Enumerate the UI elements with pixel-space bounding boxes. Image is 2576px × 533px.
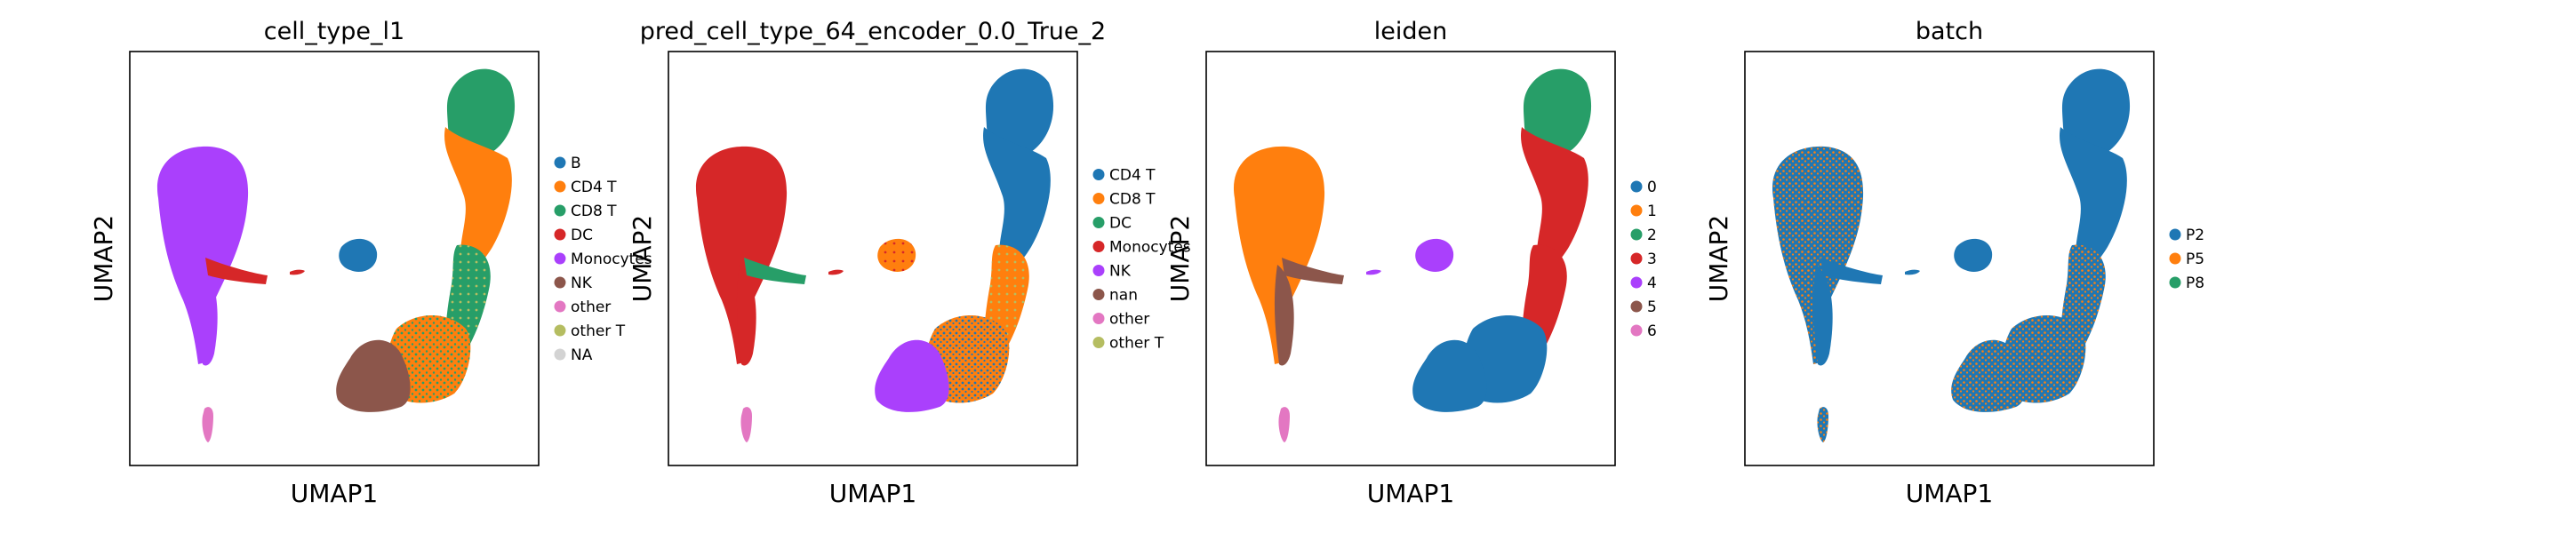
cluster-b_island-4 (1415, 238, 1454, 272)
legend-label: 2 (1647, 227, 1657, 244)
plot-frame (668, 51, 1078, 466)
legend-marker (1092, 241, 1105, 252)
panel-2: pred_cell_type_64_encoder_0.0_True_2 UMAP… (628, 18, 1191, 508)
panel-title: batch (1916, 18, 1983, 45)
legend-label: other T (571, 322, 626, 340)
x-axis-label: UMAP1 (1906, 479, 1994, 508)
y-axis-label: UMAP2 (628, 215, 657, 303)
cluster-other_island-other (202, 407, 213, 442)
legend-marker (1092, 265, 1105, 276)
legend-marker (1092, 193, 1105, 204)
legend-marker (554, 348, 566, 361)
legend-label: Monocytes (1109, 239, 1191, 257)
cluster-t_upper-cd4-t (983, 127, 1051, 268)
scatter-points (1233, 68, 1592, 442)
plot-frame (1744, 51, 2155, 466)
y-axis-label: UMAP2 (1165, 215, 1195, 303)
cluster-b_island-p2 (1954, 238, 1993, 272)
scatter-points (1772, 68, 2131, 442)
legend: CD4 T CD8 T DC Monocytes NK nan other other T (1092, 167, 1191, 353)
cluster-b_island-monocytes (877, 238, 916, 272)
legend-label: 6 (1647, 322, 1657, 340)
panel-3: leiden UMAP1 UMAP2 0 1 2 3 4 5 6 (1165, 18, 1657, 508)
plot-frame (1205, 51, 1616, 466)
cluster-t_upper-3 (1521, 127, 1588, 268)
legend-marker (1630, 252, 1643, 265)
legend-marker (1630, 276, 1643, 289)
legend-marker (1092, 313, 1105, 324)
x-axis-label: UMAP1 (291, 479, 379, 508)
legend-label: nan (1109, 287, 1138, 305)
legend-marker (1630, 324, 1643, 337)
legend-label: 4 (1647, 274, 1657, 292)
legend-label: other (1109, 311, 1149, 329)
legend-marker (554, 324, 566, 337)
cluster-speck-p2 (1905, 269, 1920, 275)
legend-marker (554, 276, 566, 289)
cluster-t_upper-p2 (2060, 127, 2127, 268)
legend-marker (1630, 180, 1643, 193)
legend-label: 3 (1647, 251, 1657, 268)
legend-marker (554, 180, 566, 193)
y-axis-label: UMAP2 (89, 215, 118, 303)
legend-label: CD8 T (571, 203, 617, 220)
legend-marker (1630, 300, 1643, 313)
legend-label: CD4 T (1109, 167, 1156, 185)
legend-marker (1092, 289, 1105, 300)
legend-label: 0 (1647, 179, 1657, 196)
legend-marker (554, 156, 566, 169)
legend-marker (2169, 252, 2181, 265)
legend-marker (554, 300, 566, 313)
legend-marker (1630, 204, 1643, 217)
legend-marker (2169, 228, 2181, 241)
plot-frame (129, 51, 540, 466)
legend-label: CD8 T (1109, 191, 1156, 209)
legend-label: DC (571, 227, 593, 244)
legend-marker (554, 228, 566, 241)
legend-label: Monocytes (571, 251, 652, 268)
panel-title: pred_cell_type_64_encoder_0.0_True_2 (640, 18, 1106, 45)
legend-marker (1630, 228, 1643, 241)
panel-title: leiden (1374, 18, 1447, 45)
scatter-points (156, 68, 516, 442)
legend-label: NK (1109, 263, 1132, 281)
cluster-t_upper-cd4-t (444, 127, 512, 268)
panel-title: cell_type_l1 (264, 18, 404, 45)
legend: P2 P5 P8 (2169, 227, 2204, 292)
cluster-speck-4 (1366, 269, 1381, 275)
legend-label: P2 (2186, 227, 2204, 244)
x-axis-label: UMAP1 (829, 479, 917, 508)
legend-label: CD4 T (571, 179, 617, 196)
scatter-points (695, 68, 1054, 442)
legend-marker (1092, 169, 1105, 180)
legend-marker (554, 204, 566, 217)
legend-label: 1 (1647, 203, 1657, 220)
legend-marker (2169, 276, 2181, 289)
x-axis-label: UMAP1 (1367, 479, 1455, 508)
legend-label: other (571, 298, 611, 316)
legend-label: NA (571, 346, 593, 364)
panel-4: batch UMAP1 UMAP2 P2 P5 P8 (1704, 18, 2204, 508)
cluster-other_island-p5 (1817, 407, 1828, 442)
panel-1: cell_type_l1 UMAP1 UMAP2 B CD4 T CD8 T DC Monoc… (89, 18, 652, 508)
legend: B CD4 T CD8 T DC Monocytes NK other other T NA (554, 155, 652, 364)
legend-label: P5 (2186, 251, 2204, 268)
cluster-b_island-b (339, 238, 378, 272)
legend-marker (554, 252, 566, 265)
legend-label: DC (1109, 215, 1132, 233)
cluster-speck-dc (290, 269, 305, 275)
cluster-speck-monocytes (828, 269, 844, 275)
legend-marker (1092, 337, 1105, 348)
legend-label: P8 (2186, 274, 2204, 292)
legend: 0 1 2 3 4 5 6 (1630, 179, 1657, 340)
cluster-other_island-other (740, 407, 752, 442)
legend-label: 5 (1647, 298, 1657, 316)
legend-label: other T (1109, 335, 1164, 353)
legend-marker (1092, 217, 1105, 228)
cluster-other_island-6 (1278, 407, 1290, 442)
legend-label: B (571, 155, 581, 172)
legend-label: NK (571, 274, 593, 292)
y-axis-label: UMAP2 (1704, 215, 1733, 303)
